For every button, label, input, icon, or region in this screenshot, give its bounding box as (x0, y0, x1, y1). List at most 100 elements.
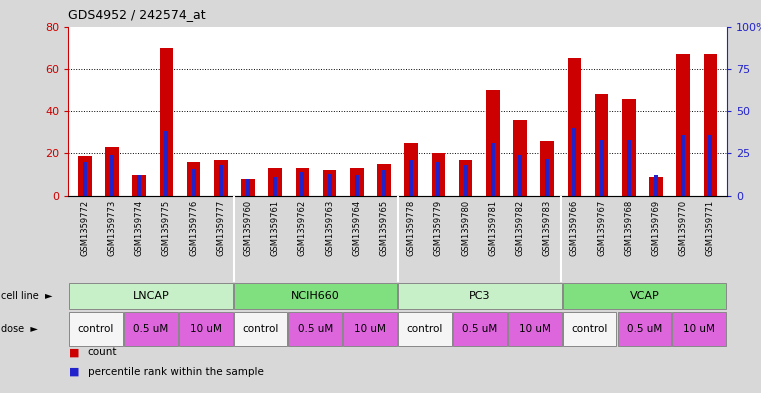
Bar (508, 312, 562, 346)
Text: count: count (88, 347, 117, 357)
Text: 0.5 uM: 0.5 uM (298, 324, 333, 334)
Text: 0.5 uM: 0.5 uM (462, 324, 498, 334)
Bar (241, 179, 255, 196)
Bar (301, 172, 304, 196)
Bar (545, 158, 549, 196)
Bar (323, 171, 336, 196)
Bar (192, 169, 196, 196)
Bar (486, 90, 500, 196)
Text: GSM1359777: GSM1359777 (216, 200, 225, 256)
Bar (350, 168, 364, 196)
Bar (214, 160, 228, 196)
Text: control: control (572, 324, 608, 334)
Text: GSM1359774: GSM1359774 (135, 200, 144, 256)
Text: control: control (242, 324, 279, 334)
Bar (288, 312, 342, 346)
Text: NCIH660: NCIH660 (291, 291, 339, 301)
Bar (518, 155, 522, 196)
Bar (382, 171, 386, 196)
Bar (436, 162, 441, 196)
Text: GSM1359760: GSM1359760 (244, 200, 253, 256)
Text: GSM1359780: GSM1359780 (461, 200, 470, 256)
Bar (105, 147, 119, 196)
Bar (234, 283, 397, 309)
Text: PC3: PC3 (469, 291, 491, 301)
Bar (409, 160, 413, 196)
Bar (708, 135, 712, 196)
Bar (269, 168, 282, 196)
Bar (540, 141, 554, 196)
Bar (186, 162, 200, 196)
Bar (572, 128, 577, 196)
Text: LNCAP: LNCAP (132, 291, 169, 301)
Bar (562, 283, 726, 309)
Bar (398, 283, 562, 309)
Bar (562, 312, 616, 346)
Bar (681, 135, 685, 196)
Text: GSM1359779: GSM1359779 (434, 200, 443, 256)
Text: GSM1359778: GSM1359778 (406, 200, 416, 256)
Bar (513, 119, 527, 196)
Bar (568, 59, 581, 196)
Bar (246, 179, 250, 196)
Bar (160, 48, 174, 196)
Text: 10 uM: 10 uM (683, 324, 715, 334)
Bar (398, 312, 452, 346)
Bar (295, 168, 309, 196)
Text: GSM1359770: GSM1359770 (679, 200, 688, 256)
Bar (218, 165, 223, 196)
Bar (137, 175, 142, 196)
Text: GSM1359765: GSM1359765 (380, 200, 389, 256)
Bar (83, 162, 87, 196)
Bar (273, 177, 277, 196)
Text: GSM1359775: GSM1359775 (162, 200, 171, 256)
Bar (69, 312, 123, 346)
Bar (704, 54, 717, 196)
Bar (179, 312, 233, 346)
Bar (673, 312, 726, 346)
Text: 0.5 uM: 0.5 uM (133, 324, 168, 334)
Text: control: control (78, 324, 114, 334)
Bar (622, 99, 635, 196)
Text: GSM1359766: GSM1359766 (570, 200, 579, 256)
Bar (431, 153, 445, 196)
Text: GSM1359776: GSM1359776 (189, 200, 198, 256)
Bar (132, 174, 146, 196)
Bar (234, 312, 288, 346)
Text: ■: ■ (68, 367, 79, 377)
Text: GSM1359764: GSM1359764 (352, 200, 361, 256)
Bar (600, 140, 603, 196)
Text: ■: ■ (68, 347, 79, 357)
Bar (595, 94, 609, 196)
Bar (124, 312, 177, 346)
Text: GSM1359781: GSM1359781 (489, 200, 498, 256)
Text: GSM1359761: GSM1359761 (271, 200, 280, 256)
Bar (69, 283, 233, 309)
Bar (677, 54, 690, 196)
Bar (164, 132, 168, 196)
Bar (377, 164, 391, 196)
Text: GSM1359762: GSM1359762 (298, 200, 307, 256)
Text: cell line  ►: cell line ► (1, 291, 53, 301)
Text: VCAP: VCAP (629, 291, 659, 301)
Bar (404, 143, 418, 196)
Bar (618, 312, 671, 346)
Bar (463, 165, 468, 196)
Bar (343, 312, 397, 346)
Bar (654, 175, 658, 196)
Bar (327, 174, 332, 196)
Text: GSM1359769: GSM1359769 (651, 200, 661, 256)
Text: GSM1359767: GSM1359767 (597, 200, 606, 256)
Text: 10 uM: 10 uM (355, 324, 386, 334)
Bar (78, 156, 91, 196)
Text: GSM1359773: GSM1359773 (107, 200, 116, 256)
Text: 10 uM: 10 uM (189, 324, 221, 334)
Text: GSM1359768: GSM1359768 (624, 200, 633, 256)
Text: GDS4952 / 242574_at: GDS4952 / 242574_at (68, 8, 206, 21)
Text: GSM1359763: GSM1359763 (325, 200, 334, 256)
Text: GSM1359782: GSM1359782 (515, 200, 524, 256)
Text: dose  ►: dose ► (1, 324, 37, 334)
Text: GSM1359772: GSM1359772 (81, 200, 89, 256)
Bar (459, 160, 473, 196)
Bar (355, 175, 359, 196)
